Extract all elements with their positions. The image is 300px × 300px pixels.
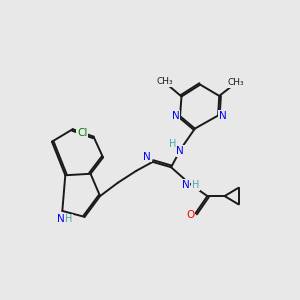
Text: N: N <box>182 180 190 190</box>
Text: H: H <box>169 140 177 149</box>
Text: N: N <box>143 152 151 161</box>
Text: N: N <box>219 110 226 121</box>
Text: N: N <box>172 111 179 121</box>
Text: H: H <box>65 214 73 224</box>
Text: O: O <box>186 210 194 220</box>
Text: H: H <box>192 180 199 190</box>
Text: N: N <box>57 214 65 224</box>
Text: CH₃: CH₃ <box>228 78 244 87</box>
Text: CH₃: CH₃ <box>156 77 173 86</box>
Text: Cl: Cl <box>77 128 87 138</box>
Text: N: N <box>176 146 184 156</box>
